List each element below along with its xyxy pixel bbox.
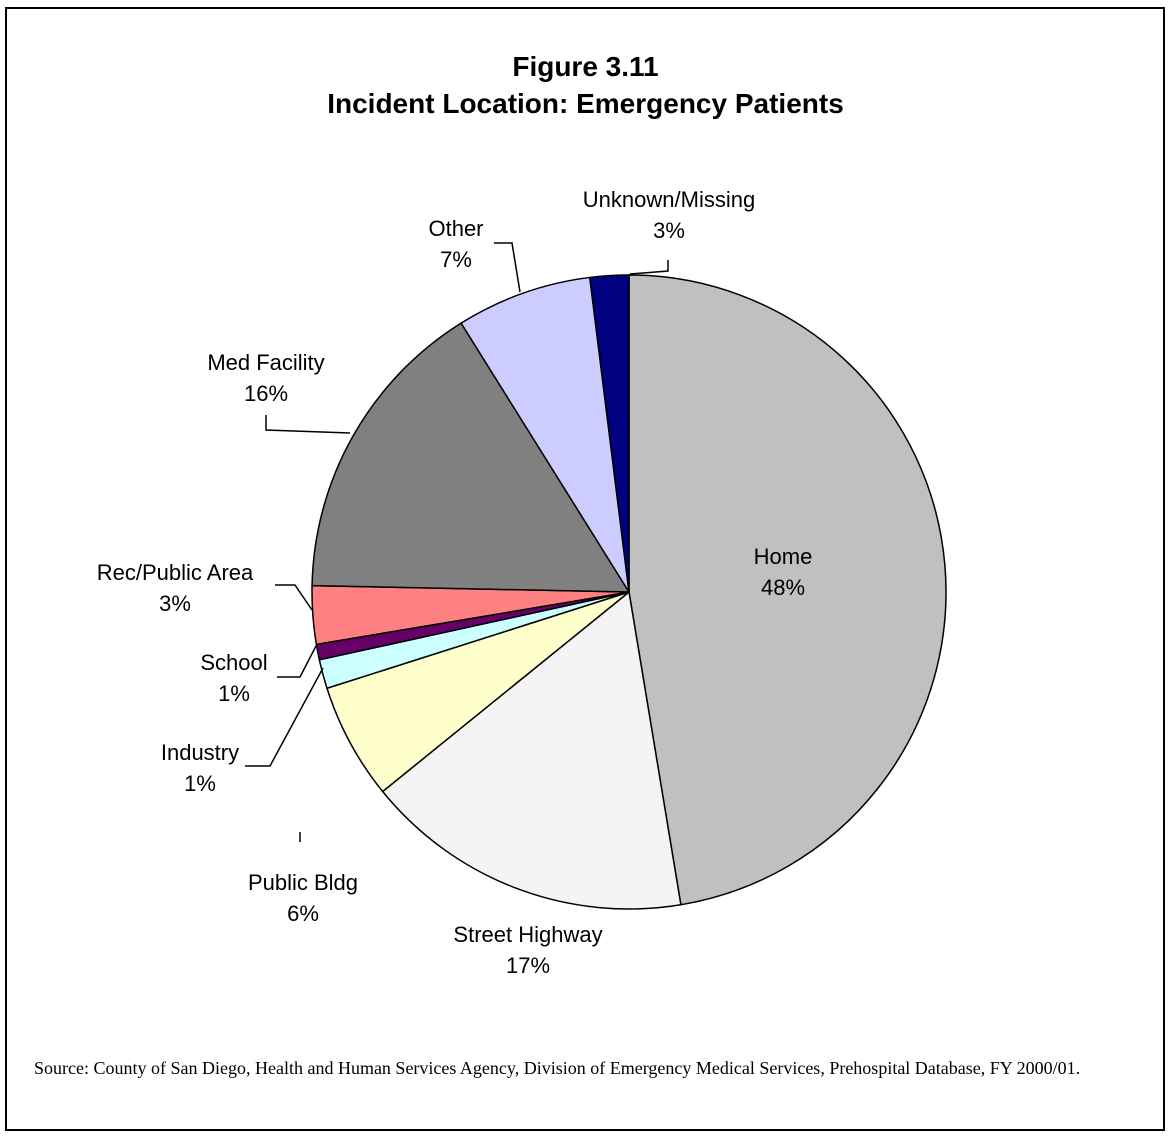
leader-line-unknown-missing xyxy=(629,260,669,275)
slice-street-highway xyxy=(381,591,682,910)
leader-lines xyxy=(245,242,669,842)
pie-slices xyxy=(311,274,947,910)
slice-value-med-facility: 16% xyxy=(244,381,288,406)
leader-line-rec-public-area xyxy=(275,584,313,611)
chart-title: Figure 3.11 Incident Location: Emergency… xyxy=(0,48,1171,122)
slice-value-rec-public-area: 3% xyxy=(159,591,191,616)
slice-label-public-bldg: Public Bldg xyxy=(248,870,358,895)
slice-med-facility xyxy=(311,322,630,593)
slice-value-street-highway: 17% xyxy=(506,953,550,978)
chart-title-line2: Incident Location: Emergency Patients xyxy=(327,88,844,119)
slice-label-street-highway: Street Highway xyxy=(453,922,602,947)
slice-other xyxy=(460,276,630,593)
slice-label-unknown-missing: Unknown/Missing xyxy=(583,187,755,212)
slice-labels: Home 48% Street Highway 17% Public Bldg 6% Ind… xyxy=(97,187,813,978)
chart-title-line1: Figure 3.11 xyxy=(512,51,659,82)
slice-value-home: 48% xyxy=(761,575,805,600)
slice-label-industry: Industry xyxy=(161,740,239,765)
leader-line-med-facility xyxy=(265,415,351,434)
slice-value-school: 1% xyxy=(218,681,250,706)
slice-value-other: 7% xyxy=(440,247,472,272)
slice-value-public-bldg: 6% xyxy=(287,901,319,926)
leader-line-other xyxy=(494,242,521,293)
slice-value-unknown-missing: 3% xyxy=(653,218,685,243)
leader-line-industry xyxy=(245,667,324,767)
slice-label-other: Other xyxy=(428,216,483,241)
slice-label-home: Home xyxy=(754,544,813,569)
slice-unknown-missing xyxy=(589,274,630,593)
slice-label-rec-public-area: Rec/Public Area xyxy=(97,560,254,585)
leader-line-school xyxy=(277,645,317,678)
slice-home xyxy=(628,274,947,906)
slice-value-industry: 1% xyxy=(184,771,216,796)
slice-label-med-facility: Med Facility xyxy=(207,350,324,375)
slice-label-school: School xyxy=(200,650,267,675)
source-note: Source: County of San Diego, Health and … xyxy=(34,1058,1081,1078)
